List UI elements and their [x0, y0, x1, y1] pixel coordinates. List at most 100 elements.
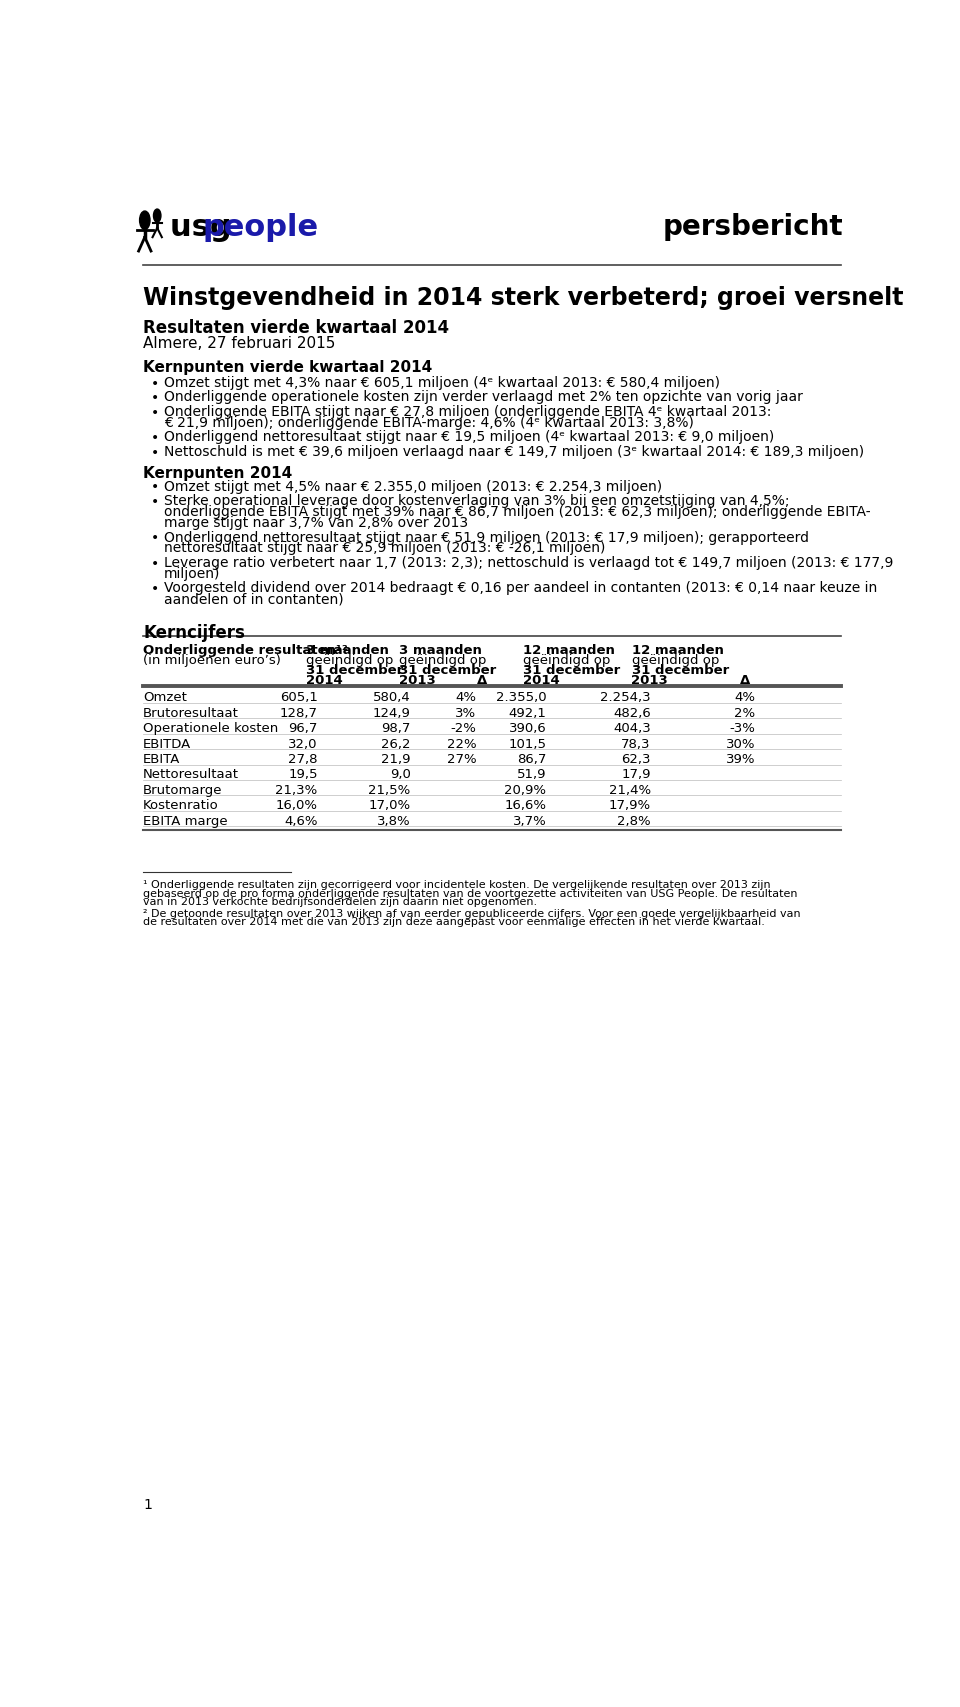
Text: 3,8%: 3,8% — [377, 814, 411, 828]
Text: Almere, 27 februari 2015: Almere, 27 februari 2015 — [143, 336, 336, 350]
Text: 4%: 4% — [734, 691, 756, 705]
Text: gebaseerd op de pro forma onderliggende resultaten van de voortgezette activitei: gebaseerd op de pro forma onderliggende … — [143, 889, 798, 898]
Text: 482,6: 482,6 — [613, 707, 651, 720]
Text: geëindigd op: geëindigd op — [523, 654, 611, 667]
Text: •: • — [151, 406, 159, 420]
Text: € 21,9 miljoen); onderliggende EBITA-marge: 4,6% (4ᵉ kwartaal 2013: 3,8%): € 21,9 miljoen); onderliggende EBITA-mar… — [164, 417, 694, 430]
Text: persbericht: persbericht — [662, 213, 843, 241]
Text: Kostenratio: Kostenratio — [143, 799, 219, 813]
Text: •: • — [151, 432, 159, 446]
Text: Onderliggend nettoresultaat stijgt naar € 19,5 miljoen (4ᵉ kwartaal 2013: € 9,0 : Onderliggend nettoresultaat stijgt naar … — [164, 430, 775, 444]
Text: Onderliggende resultaten¹²: Onderliggende resultaten¹² — [143, 644, 348, 657]
Text: de resultaten over 2014 met die van 2013 zijn deze aangepast voor eenmalige effe: de resultaten over 2014 met die van 2013… — [143, 917, 765, 927]
Text: Winstgevendheid in 2014 sterk verbeterd; groei versnelt: Winstgevendheid in 2014 sterk verbeterd;… — [143, 285, 903, 309]
Circle shape — [139, 212, 150, 229]
Text: -3%: -3% — [730, 722, 756, 736]
Text: 17,9: 17,9 — [621, 768, 651, 782]
Text: Δ: Δ — [476, 674, 487, 686]
Text: 12 maanden: 12 maanden — [632, 644, 724, 657]
Text: Sterke operational leverage door kostenverlaging van 3% bij een omzetstijging va: Sterke operational leverage door kostenv… — [164, 495, 790, 509]
Text: Brutoresultaat: Brutoresultaat — [143, 707, 239, 720]
Text: Onderliggend nettoresultaat stijgt naar € 51,9 miljoen (2013: € 17,9 miljoen); g: Onderliggend nettoresultaat stijgt naar … — [164, 531, 809, 545]
Text: 580,4: 580,4 — [372, 691, 411, 705]
Text: •: • — [151, 391, 159, 405]
Text: 31 december: 31 december — [306, 664, 403, 676]
Text: 17,9%: 17,9% — [609, 799, 651, 813]
Text: 1: 1 — [143, 1499, 152, 1512]
Text: geëindigd op: geëindigd op — [306, 654, 394, 667]
Text: 32,0: 32,0 — [288, 737, 318, 751]
Text: geëindigd op: geëindigd op — [399, 654, 487, 667]
Text: Omzet stijgt met 4,3% naar € 605,1 miljoen (4ᵉ kwartaal 2013: € 580,4 miljoen): Omzet stijgt met 4,3% naar € 605,1 miljo… — [164, 376, 720, 389]
Text: Kerncijfers: Kerncijfers — [143, 623, 245, 642]
Text: 404,3: 404,3 — [613, 722, 651, 736]
Text: 30%: 30% — [726, 737, 756, 751]
Text: 21,3%: 21,3% — [276, 784, 318, 797]
Text: onderliggende EBITA stijgt met 39% naar € 86,7 miljoen (2013: € 62,3 miljoen); o: onderliggende EBITA stijgt met 39% naar … — [164, 505, 871, 519]
Text: 9,0: 9,0 — [390, 768, 411, 782]
Circle shape — [154, 208, 161, 222]
Text: EBITA: EBITA — [143, 753, 180, 766]
Text: •: • — [151, 480, 159, 495]
Text: •: • — [151, 446, 159, 459]
Text: 22%: 22% — [446, 737, 476, 751]
Text: ¹ Onderliggende resultaten zijn gecorrigeerd voor incidentele kosten. De vergeli: ¹ Onderliggende resultaten zijn gecorrig… — [143, 881, 771, 889]
Text: Leverage ratio verbetert naar 1,7 (2013: 2,3); nettoschuld is verlaagd tot € 149: Leverage ratio verbetert naar 1,7 (2013:… — [164, 556, 894, 570]
Text: 26,2: 26,2 — [381, 737, 411, 751]
Text: Kernpunten vierde kwartaal 2014: Kernpunten vierde kwartaal 2014 — [143, 360, 433, 376]
Text: 4,6%: 4,6% — [284, 814, 318, 828]
Text: Resultaten vierde kwartaal 2014: Resultaten vierde kwartaal 2014 — [143, 319, 449, 336]
Text: 2013: 2013 — [632, 674, 668, 686]
Text: 86,7: 86,7 — [516, 753, 546, 766]
Text: 62,3: 62,3 — [621, 753, 651, 766]
Text: miljoen): miljoen) — [164, 567, 221, 580]
Text: •: • — [151, 377, 159, 391]
Text: 3 maanden: 3 maanden — [306, 644, 389, 657]
Text: 390,6: 390,6 — [509, 722, 546, 736]
Text: 21,9: 21,9 — [381, 753, 411, 766]
Text: ² De getoonde resultaten over 2013 wijken af van eerder gepubliceerde cijfers. V: ² De getoonde resultaten over 2013 wijke… — [143, 908, 801, 918]
Text: 39%: 39% — [726, 753, 756, 766]
Text: 27%: 27% — [446, 753, 476, 766]
Text: 20,9%: 20,9% — [504, 784, 546, 797]
Text: •: • — [151, 556, 159, 570]
Text: Onderliggende EBITA stijgt naar € 27,8 miljoen (onderliggende EBITA 4ᵉ kwartaal : Onderliggende EBITA stijgt naar € 27,8 m… — [164, 405, 772, 418]
Text: 31 december: 31 december — [399, 664, 496, 676]
Text: 31 december: 31 december — [523, 664, 620, 676]
Text: 78,3: 78,3 — [621, 737, 651, 751]
Text: (in miljoenen euro’s): (in miljoenen euro’s) — [143, 654, 281, 667]
Text: 12 maanden: 12 maanden — [523, 644, 614, 657]
Text: 101,5: 101,5 — [508, 737, 546, 751]
Text: Omzet: Omzet — [143, 691, 187, 705]
Text: 2%: 2% — [734, 707, 756, 720]
Text: •: • — [151, 495, 159, 509]
Text: usg: usg — [170, 213, 243, 241]
Text: Voorgesteld dividend over 2014 bedraagt € 0,16 per aandeel in contanten (2013: €: Voorgesteld dividend over 2014 bedraagt … — [164, 582, 877, 596]
Text: 51,9: 51,9 — [516, 768, 546, 782]
Text: 2014: 2014 — [306, 674, 343, 686]
Text: 98,7: 98,7 — [381, 722, 411, 736]
Text: 27,8: 27,8 — [288, 753, 318, 766]
Text: EBITA marge: EBITA marge — [143, 814, 228, 828]
Text: 605,1: 605,1 — [279, 691, 318, 705]
Text: 96,7: 96,7 — [288, 722, 318, 736]
Text: 2014: 2014 — [523, 674, 560, 686]
Text: 16,0%: 16,0% — [276, 799, 318, 813]
Text: 17,0%: 17,0% — [369, 799, 411, 813]
Text: •: • — [151, 582, 159, 596]
Text: -2%: -2% — [450, 722, 476, 736]
Text: Δ: Δ — [740, 674, 751, 686]
Text: geëindigd op: geëindigd op — [632, 654, 719, 667]
Text: van in 2013 verkochte bedrijfsonderdelen zijn daarin niet opgenomen.: van in 2013 verkochte bedrijfsonderdelen… — [143, 898, 538, 906]
Text: Omzet stijgt met 4,5% naar € 2.355,0 miljoen (2013: € 2.254,3 miljoen): Omzet stijgt met 4,5% naar € 2.355,0 mil… — [164, 480, 662, 493]
Text: Brutomarge: Brutomarge — [143, 784, 223, 797]
Text: people: people — [203, 213, 319, 241]
Text: 4%: 4% — [455, 691, 476, 705]
Text: 3%: 3% — [455, 707, 476, 720]
Text: 2013: 2013 — [399, 674, 436, 686]
Text: 21,4%: 21,4% — [609, 784, 651, 797]
Text: 31 december: 31 december — [632, 664, 729, 676]
Text: EBITDA: EBITDA — [143, 737, 191, 751]
Text: 16,6%: 16,6% — [504, 799, 546, 813]
Text: 3 maanden: 3 maanden — [399, 644, 482, 657]
